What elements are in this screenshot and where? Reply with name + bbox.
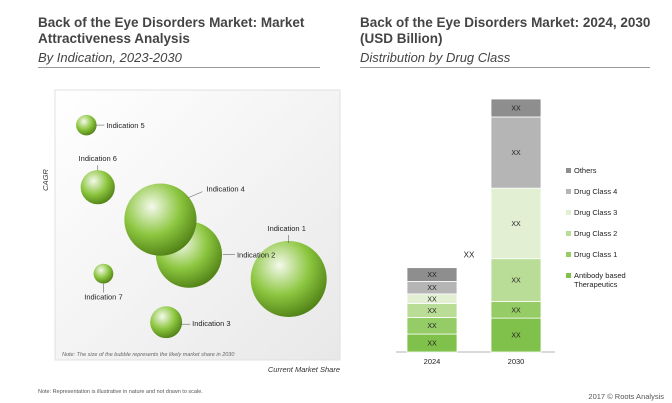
bar-data-label: XX — [427, 272, 437, 279]
bubble-chart-title: Back of the Eye Disorders Market: Market… — [38, 15, 305, 46]
bar-data-label: XX — [511, 221, 521, 228]
bar-segment-drug-class-2-2030 — [490, 258, 542, 302]
bubble-indication-3 — [150, 306, 183, 339]
bar-data-label: XX — [511, 307, 521, 314]
bar-data-label: XX — [427, 341, 437, 348]
bar-chart-title: Back of the Eye Disorders Market: 2024, … — [360, 15, 651, 46]
bubble-title-divider — [38, 67, 320, 68]
bar-data-label: XX — [511, 333, 521, 340]
bubble-indication-6 — [80, 170, 115, 205]
bubble-label-indication-2: Indication 2 — [237, 251, 275, 260]
copyright: 2017 © Roots Analysis — [588, 392, 664, 401]
bar-title-divider — [360, 67, 650, 68]
legend-label-drug-class-3: Drug Class 3 — [574, 208, 617, 217]
bar-category-label-2030: 2030 — [508, 357, 525, 366]
bubble-label-indication-3: Indication 3 — [192, 319, 230, 328]
bubble-chart-subtitle: By Indication, 2023-2030 — [38, 50, 182, 65]
bar-data-label: XX — [427, 323, 437, 330]
legend-swatch-drug-class-4 — [566, 189, 571, 194]
bubble-label-indication-6: Indication 6 — [79, 154, 117, 163]
bubble-label-indication-4: Indication 4 — [206, 185, 244, 194]
bar-category-label-2024: 2024 — [424, 357, 441, 366]
legend-swatch-antibody-based-therapeutics — [566, 273, 571, 278]
bar-segment-others-2030 — [490, 98, 542, 118]
bubble-indication-7 — [93, 263, 114, 284]
bubble-y-axis-label: CAGR — [41, 169, 50, 191]
legend-swatch-others — [566, 168, 571, 173]
legend-label-others: Others — [574, 166, 597, 175]
bubble-x-axis-label: Current Market Share — [268, 365, 340, 374]
bar-segment-antibody-based-therapeutics-2030 — [490, 317, 542, 353]
bar-segment-others-2024 — [406, 267, 458, 282]
legend-label-drug-class-2: Drug Class 2 — [574, 229, 617, 238]
footnote: Note: Representation is illustrative in … — [38, 389, 203, 395]
bubble-size-note: Note: The size of the bubble represents … — [62, 352, 235, 358]
bubble-label-indication-5: Indication 5 — [106, 121, 144, 130]
bar-data-label: XX — [511, 105, 521, 112]
legend-swatch-drug-class-3 — [566, 210, 571, 215]
bubble-chart: Indication 1 Indication 2 Indication 3 Indi… — [41, 89, 341, 374]
bubble-leader-line — [188, 191, 203, 198]
bar-data-label: XX — [427, 308, 437, 315]
legend-swatch-drug-class-2 — [566, 231, 571, 236]
bar-data-label: XX — [427, 296, 437, 303]
bubble-label-indication-7: Indication 7 — [84, 293, 122, 302]
legend-label-drug-class-1: Drug Class 1 — [574, 250, 617, 259]
bar-chart-subtitle: Distribution by Drug Class — [360, 50, 511, 65]
bar-data-label: XX — [511, 278, 521, 285]
bar-total-label: XX — [464, 251, 475, 260]
bar-data-label: XX — [511, 150, 521, 157]
bubble-label-indication-1: Indication 1 — [268, 224, 306, 233]
bubble-indication-5 — [76, 114, 97, 136]
bar-data-label: XX — [427, 285, 437, 292]
legend-label-antibody-based-therapeutics: Antibody based Therapeutics — [574, 271, 626, 289]
legend-label-drug-class-4: Drug Class 4 — [574, 187, 617, 196]
bubble-indication-1 — [250, 241, 327, 317]
legend-swatch-drug-class-1 — [566, 252, 571, 257]
bubble-indication-4 — [124, 183, 197, 256]
